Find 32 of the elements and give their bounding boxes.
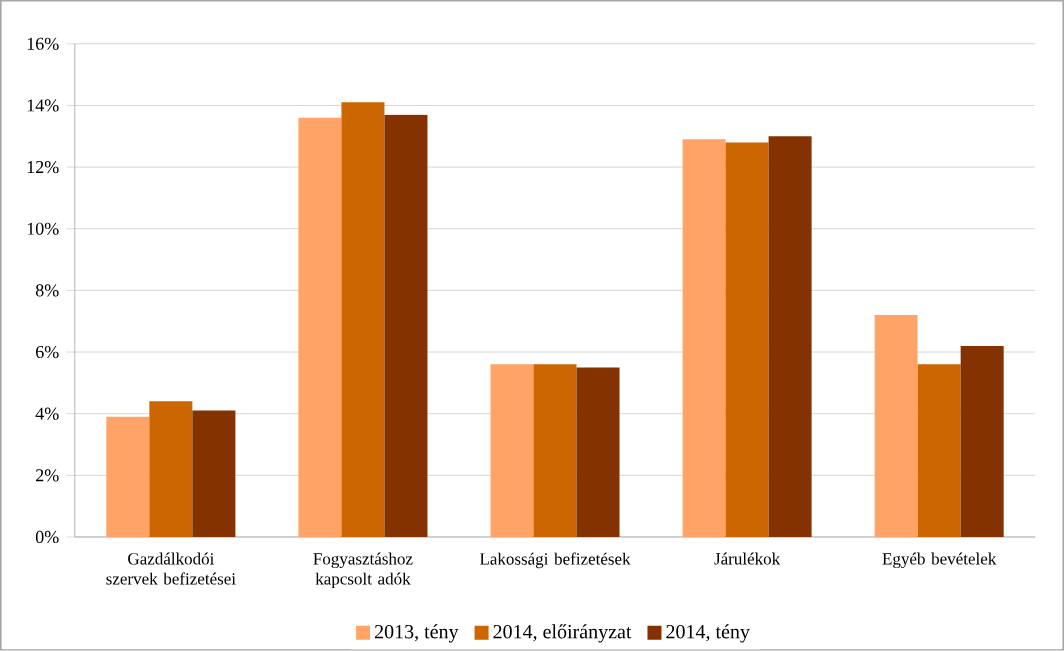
bar bbox=[576, 367, 620, 538]
bar bbox=[874, 315, 918, 538]
bar bbox=[490, 364, 534, 538]
x-tick-label: Lakossági befizetések bbox=[479, 552, 631, 569]
legend-label: 2013, tény bbox=[374, 624, 459, 643]
bar bbox=[384, 114, 428, 538]
x-tick-label: Egyéb bevételek bbox=[882, 552, 997, 569]
y-tick-label: 6% bbox=[36, 346, 59, 359]
x-tick-label: Fogyasztáshoz kapcsolt adók bbox=[313, 552, 413, 589]
bar bbox=[917, 364, 961, 538]
x-tick-label: Gazdálkodói szervek befizetései bbox=[106, 552, 236, 585]
bar bbox=[768, 136, 812, 538]
y-tick-label: 2% bbox=[36, 469, 59, 482]
legend-label: 2014, tény bbox=[666, 624, 750, 643]
bar bbox=[106, 416, 150, 538]
bar bbox=[298, 117, 342, 538]
bar bbox=[149, 401, 193, 538]
bar bbox=[960, 345, 1004, 538]
bar bbox=[682, 139, 726, 538]
bar bbox=[533, 364, 577, 538]
bar bbox=[341, 102, 385, 538]
legend-label: 2014, előirányzat bbox=[493, 624, 632, 643]
y-tick-label: 16% bbox=[27, 37, 59, 50]
bar bbox=[192, 410, 236, 538]
bar bbox=[725, 142, 769, 538]
y-tick-label: 4% bbox=[35, 407, 59, 420]
x-tick-label: Járulékok bbox=[714, 552, 781, 565]
y-tick-label: 8% bbox=[35, 284, 59, 297]
y-tick-label: 14% bbox=[27, 99, 59, 112]
y-tick-label: 0% bbox=[35, 530, 59, 544]
y-tick-label: 12% bbox=[27, 161, 59, 174]
y-tick-label: 10% bbox=[27, 222, 59, 235]
